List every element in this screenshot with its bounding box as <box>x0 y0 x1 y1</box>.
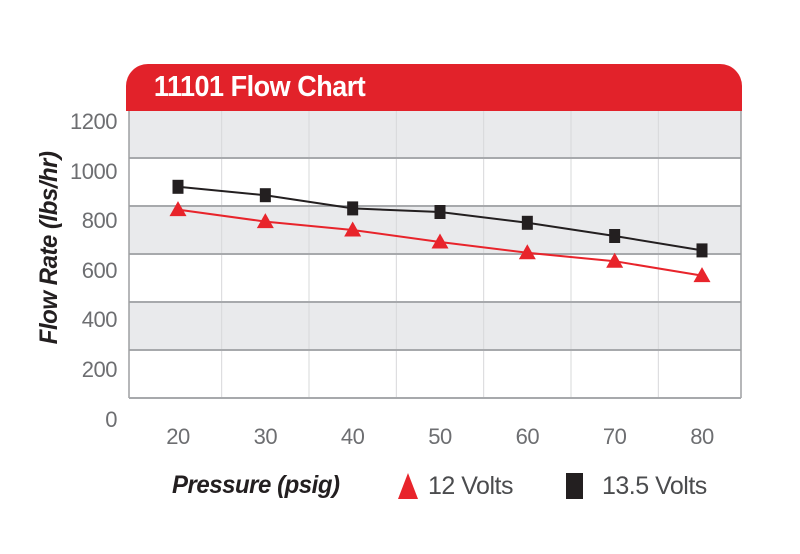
x-tick-label: 50 <box>428 424 452 449</box>
legend-triangle-marker-icon <box>398 473 418 499</box>
x-tick-label: 20 <box>166 424 190 449</box>
data-point-square <box>259 188 271 203</box>
y-tick-label: 1200 <box>70 109 117 134</box>
data-point-triangle <box>518 244 536 260</box>
plot-band <box>129 302 741 350</box>
data-point-square <box>521 215 533 230</box>
x-tick-label: 80 <box>690 424 714 449</box>
data-point-square <box>172 179 184 194</box>
y-tick-label: 800 <box>81 208 118 234</box>
y-tick-label: 400 <box>81 307 118 333</box>
plot-band <box>129 110 741 158</box>
data-point-square <box>434 205 446 219</box>
chart-title-bar: 11101 Flow Chart <box>126 64 742 111</box>
data-point-triangle <box>344 221 362 237</box>
x-tick-label: 60 <box>515 424 540 449</box>
data-point-triangle <box>693 267 711 283</box>
y-tick-label: 0 <box>105 406 117 432</box>
y-axis-title: Flow Rate (lbs/hr) <box>35 151 63 345</box>
y-axis-labels: 1200 1000 800 600 400 200 0 <box>40 0 117 554</box>
data-point-triangle <box>256 213 274 229</box>
y-tick-label: 200 <box>81 357 118 382</box>
y-tick-label: 600 <box>81 257 118 283</box>
x-tick-label: 70 <box>602 424 627 449</box>
data-point-triangle <box>606 252 624 268</box>
legend-label-13-5-volts: 13.5 Volts <box>602 472 707 500</box>
x-tick-label: 40 <box>340 424 365 449</box>
plot-band <box>129 158 741 206</box>
data-point-square <box>347 201 359 216</box>
data-point-square <box>609 229 621 243</box>
data-point-square <box>696 243 708 258</box>
data-point-triangle <box>431 233 449 249</box>
chart-title: 11101 Flow Chart <box>153 71 366 103</box>
plot-band <box>129 254 741 302</box>
x-tick-label: 30 <box>253 424 278 449</box>
legend-square-marker-icon <box>566 473 583 499</box>
plot-band <box>129 350 741 398</box>
legend-label-12-volts: 12 Volts <box>428 472 513 500</box>
data-point-triangle <box>169 201 187 217</box>
y-tick-label: 1000 <box>70 158 117 184</box>
x-axis-title: Pressure (psig) <box>172 471 340 499</box>
